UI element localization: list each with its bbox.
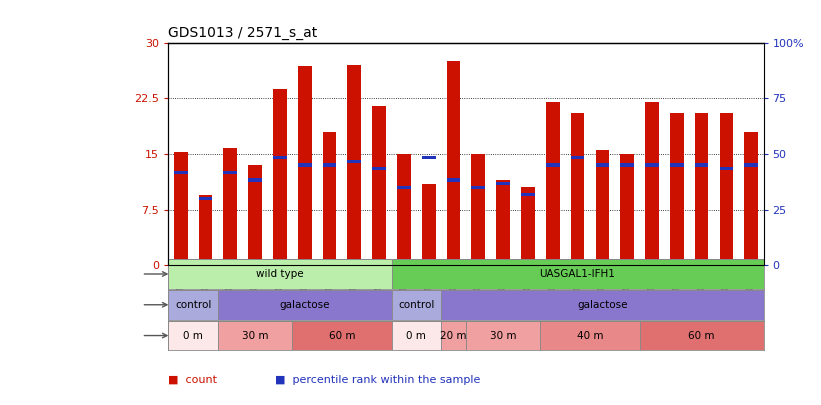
Bar — [719, 113, 733, 265]
Bar — [595, 163, 609, 167]
Bar — [273, 156, 287, 159]
Text: GDS1013 / 2571_s_at: GDS1013 / 2571_s_at — [168, 26, 318, 40]
Bar — [621, 154, 634, 265]
Bar — [540, 321, 640, 350]
Bar — [392, 321, 441, 350]
Bar — [218, 290, 392, 320]
Bar — [298, 66, 311, 265]
Bar — [745, 163, 758, 167]
Bar — [248, 178, 262, 181]
Bar — [248, 165, 262, 265]
Text: 30 m: 30 m — [242, 330, 268, 341]
Bar — [497, 180, 510, 265]
Bar — [174, 171, 187, 174]
Bar — [174, 152, 187, 265]
Text: galactose: galactose — [577, 300, 627, 310]
Bar — [292, 321, 392, 350]
Bar — [199, 195, 213, 265]
Bar — [323, 163, 337, 167]
Bar — [298, 163, 311, 167]
Text: ■  count: ■ count — [168, 375, 218, 385]
Text: 0 m: 0 m — [183, 330, 203, 341]
Bar — [670, 113, 684, 265]
Bar — [168, 321, 218, 350]
Text: 30 m: 30 m — [490, 330, 516, 341]
Bar — [422, 183, 435, 265]
Bar — [521, 187, 534, 265]
Bar — [645, 102, 658, 265]
Bar — [168, 290, 218, 320]
Bar — [447, 61, 461, 265]
Bar — [218, 321, 292, 350]
Bar — [223, 171, 237, 174]
Text: 60 m: 60 m — [688, 330, 715, 341]
Text: ■  percentile rank within the sample: ■ percentile rank within the sample — [275, 375, 480, 385]
Bar — [323, 132, 337, 265]
Bar — [471, 185, 485, 189]
Text: 0 m: 0 m — [406, 330, 426, 341]
Bar — [347, 65, 361, 265]
Text: control: control — [398, 300, 434, 310]
Bar — [199, 197, 213, 200]
Bar — [392, 290, 441, 320]
Bar — [422, 156, 435, 159]
Bar — [621, 163, 634, 167]
Bar — [571, 113, 585, 265]
Bar — [521, 193, 534, 196]
Bar — [372, 106, 386, 265]
Text: galactose: galactose — [279, 300, 330, 310]
Bar — [447, 178, 461, 181]
Bar — [471, 154, 485, 265]
Bar — [571, 156, 585, 159]
Bar — [695, 113, 709, 265]
Bar — [719, 167, 733, 171]
Bar — [441, 290, 764, 320]
Bar — [645, 163, 658, 167]
Bar — [595, 150, 609, 265]
Bar — [745, 132, 758, 265]
Bar — [640, 321, 764, 350]
Bar — [397, 154, 410, 265]
Bar — [670, 163, 684, 167]
Bar — [273, 89, 287, 265]
Bar — [466, 321, 540, 350]
Bar — [497, 182, 510, 185]
Bar — [347, 160, 361, 163]
Bar — [546, 163, 560, 167]
Text: 60 m: 60 m — [328, 330, 355, 341]
Text: wild type: wild type — [256, 269, 304, 279]
Text: control: control — [175, 300, 211, 310]
Text: UASGAL1-IFH1: UASGAL1-IFH1 — [539, 269, 616, 279]
Bar — [397, 185, 410, 189]
Bar — [392, 259, 764, 289]
Bar — [372, 167, 386, 171]
Bar — [168, 259, 392, 289]
Bar — [695, 163, 709, 167]
Bar — [223, 148, 237, 265]
Text: 40 m: 40 m — [576, 330, 603, 341]
Text: 20 m: 20 m — [440, 330, 467, 341]
Bar — [546, 102, 560, 265]
Bar — [441, 321, 466, 350]
